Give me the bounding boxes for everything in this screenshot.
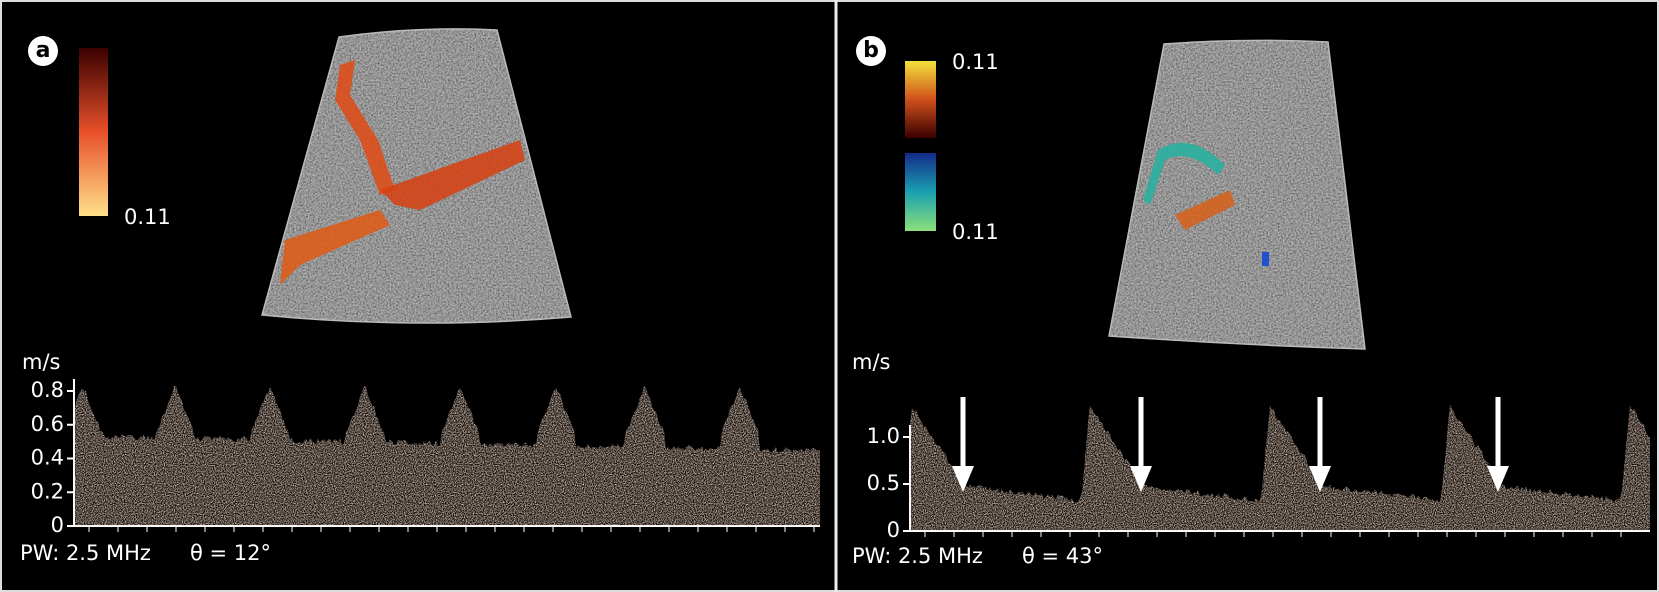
doppler-spectrum	[74, 386, 820, 526]
panel-label: b	[863, 38, 879, 63]
doppler-spectrum	[910, 404, 1650, 531]
colorbar-label: 0.11	[952, 220, 999, 244]
footer: θ = 12°	[190, 541, 271, 565]
axis-unit: m/s	[22, 350, 60, 374]
colorbar	[79, 48, 108, 216]
footer: PW: 2.5 MHz	[852, 544, 983, 568]
y-tick-label: 1.0	[867, 424, 900, 448]
y-tick-label: 0.8	[31, 378, 64, 402]
colorbar-label: 0.11	[124, 205, 171, 229]
y-tick-label: 0.4	[31, 446, 64, 470]
footer: θ = 43°	[1022, 544, 1103, 568]
y-tick-label: 0.5	[867, 471, 900, 495]
ultrasound-image	[262, 29, 571, 323]
panel-label: a	[36, 38, 51, 63]
y-tick-label: 0.6	[31, 412, 64, 436]
y-tick-label: 0	[887, 518, 900, 542]
colorbar-label: 0.11	[952, 50, 999, 74]
y-tick-label: 0.2	[31, 479, 64, 503]
axis-unit: m/s	[852, 350, 890, 374]
footer: PW: 2.5 MHz	[20, 541, 151, 565]
flow	[1262, 252, 1269, 266]
colorbar	[905, 153, 936, 231]
colorbar	[905, 61, 936, 138]
y-tick-label: 0	[51, 513, 64, 537]
